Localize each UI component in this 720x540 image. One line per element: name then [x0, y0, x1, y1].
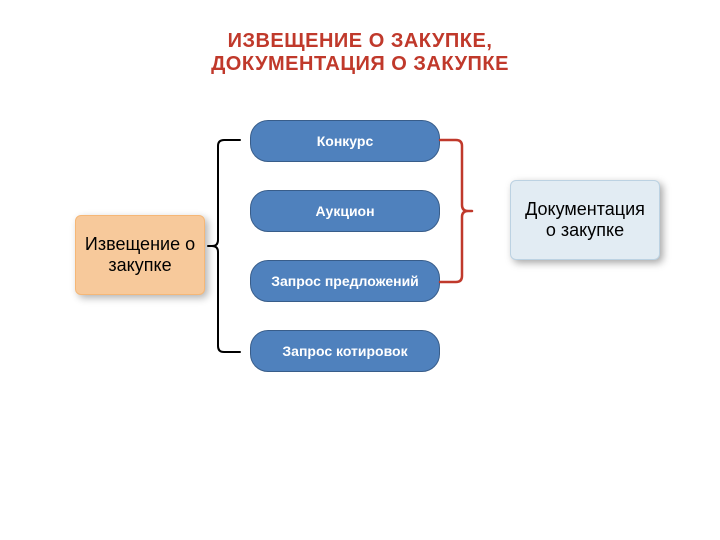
- right-bracket: [0, 0, 720, 540]
